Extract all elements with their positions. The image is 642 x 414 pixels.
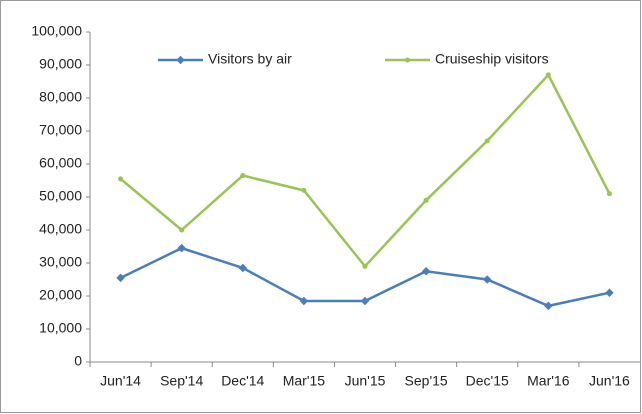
y-tick-label: 40,000: [39, 221, 82, 237]
data-point: [484, 138, 490, 144]
x-tick-label: Jun'15: [345, 373, 386, 389]
y-tick-label: 70,000: [39, 122, 82, 138]
legend-marker: [176, 55, 185, 65]
data-point: [238, 263, 248, 273]
data-point: [606, 191, 612, 197]
data-point: [545, 72, 551, 78]
x-tick-label: Mar'15: [283, 373, 326, 389]
y-tick-label: 50,000: [39, 188, 82, 204]
data-point: [179, 227, 185, 233]
data-point: [605, 288, 614, 297]
x-tick-label: Mar'16: [527, 373, 570, 389]
data-point: [116, 273, 125, 283]
legend-marker: [405, 57, 410, 63]
legend-label: Cruiseship visitors: [435, 51, 549, 67]
x-tick-label: Dec'15: [466, 373, 509, 389]
data-point: [362, 263, 368, 269]
data-point: [118, 176, 124, 182]
x-tick-label: Dec'14: [221, 373, 264, 389]
y-tick-label: 100,000: [31, 23, 82, 39]
y-tick-label: 90,000: [39, 56, 82, 72]
y-tick-label: 0: [74, 353, 82, 369]
data-point: [482, 275, 492, 284]
x-tick-label: Jun'14: [100, 373, 141, 389]
y-tick-label: 20,000: [39, 287, 82, 303]
x-tick-label: Sep'15: [405, 373, 448, 389]
data-point: [177, 243, 186, 253]
data-point: [299, 296, 309, 306]
y-tick-label: 80,000: [39, 89, 82, 105]
x-tick-label: Sep'14: [160, 373, 203, 389]
y-tick-label: 30,000: [39, 254, 82, 270]
legend-label: Visitors by air: [208, 51, 292, 67]
y-tick-label: 60,000: [39, 155, 82, 171]
data-point: [360, 296, 370, 306]
data-point: [544, 301, 553, 311]
data-point: [421, 267, 431, 276]
data-point: [240, 173, 246, 179]
x-tick-label: Jun'16: [589, 373, 630, 389]
data-point: [301, 187, 307, 193]
y-tick-label: 10,000: [39, 320, 82, 336]
data-point: [423, 197, 429, 203]
